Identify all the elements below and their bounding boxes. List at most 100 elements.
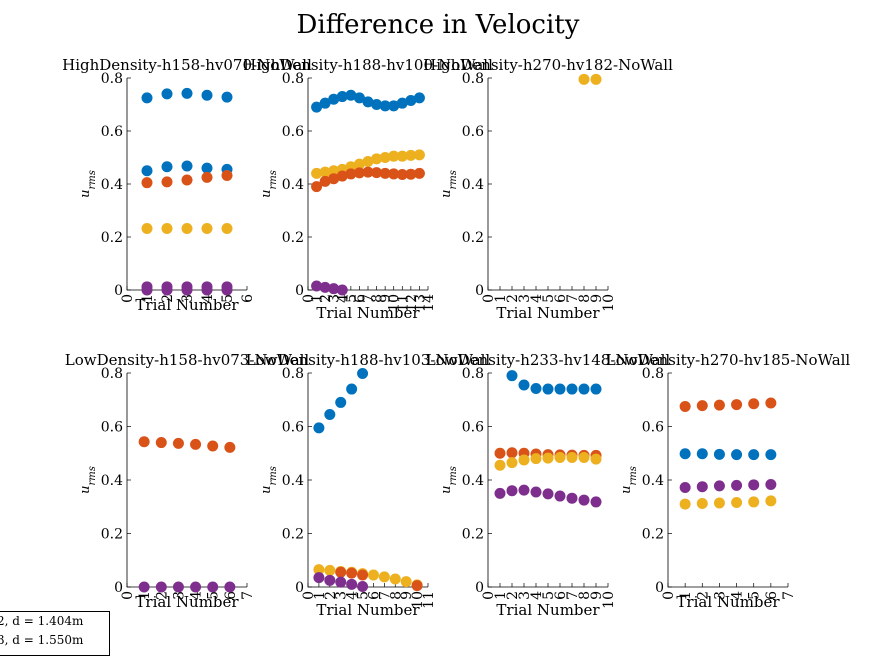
data-point bbox=[713, 497, 725, 509]
data-point bbox=[578, 494, 590, 506]
y-tick-label: 0 bbox=[475, 580, 484, 596]
data-point bbox=[494, 487, 506, 499]
x-tick-label: 6 bbox=[553, 591, 569, 600]
y-tick-label: 0.6 bbox=[462, 124, 484, 140]
axis-lines bbox=[487, 78, 608, 291]
x-tick-label: 1 bbox=[493, 294, 509, 303]
data-point bbox=[590, 383, 602, 395]
x-tick-label: 4 bbox=[730, 591, 746, 600]
y-tick-label: 0.6 bbox=[642, 420, 664, 436]
x-tick-label: 2 bbox=[695, 591, 711, 600]
x-tick-label: 8 bbox=[388, 591, 404, 600]
data-point bbox=[696, 498, 708, 510]
y-tick-label: 0.4 bbox=[101, 473, 123, 489]
data-point bbox=[748, 479, 760, 491]
y-tick-label: 0.4 bbox=[282, 177, 304, 193]
x-tick-label: 0 bbox=[120, 294, 136, 303]
x-tick-label: 2 bbox=[505, 591, 521, 600]
x-tick-label: 14 bbox=[421, 294, 437, 312]
x-tick-label: 10 bbox=[601, 591, 617, 609]
x-tick-label: 5 bbox=[356, 591, 372, 600]
y-tick-label: 0.2 bbox=[462, 527, 484, 543]
y-tick-label: 0.8 bbox=[642, 366, 664, 382]
data-point bbox=[311, 167, 323, 179]
data-point bbox=[765, 397, 777, 409]
x-axis-label: Trial Number bbox=[676, 593, 780, 611]
data-point bbox=[207, 440, 219, 452]
data-point bbox=[181, 284, 193, 296]
data-point bbox=[357, 580, 369, 592]
y-tick-label: 0.8 bbox=[462, 366, 484, 382]
x-tick-label: 0 bbox=[301, 294, 317, 303]
data-point bbox=[405, 149, 417, 161]
x-tick-label: 2 bbox=[505, 294, 521, 303]
data-point bbox=[181, 223, 193, 235]
data-point bbox=[367, 569, 379, 581]
data-point bbox=[353, 167, 365, 179]
subplot-title: LowDensity-h158-hv073-NoWall bbox=[65, 351, 310, 369]
x-tick-label: 3 bbox=[712, 591, 728, 600]
data-point bbox=[313, 564, 325, 576]
y-tick-label: 0.8 bbox=[282, 366, 304, 382]
data-point bbox=[336, 170, 348, 182]
data-point bbox=[389, 573, 401, 585]
y-tick-label: 0.6 bbox=[101, 420, 123, 436]
data-point bbox=[319, 281, 331, 293]
data-point bbox=[696, 448, 708, 460]
data-point bbox=[566, 492, 578, 504]
x-tick-label: 3 bbox=[334, 591, 350, 600]
data-point bbox=[155, 581, 167, 593]
x-tick-label: 8 bbox=[577, 294, 593, 303]
subplot: 00.20.40.60.801234567891011121314HighDen… bbox=[243, 56, 493, 322]
x-tick-label: 5 bbox=[747, 591, 763, 600]
data-point bbox=[713, 448, 725, 460]
data-point bbox=[362, 96, 374, 108]
data-point bbox=[713, 399, 725, 411]
data-point bbox=[161, 223, 173, 235]
data-point bbox=[378, 571, 390, 583]
x-tick-label: 6 bbox=[366, 591, 382, 600]
data-point bbox=[172, 437, 184, 449]
data-point bbox=[201, 162, 213, 174]
data-point bbox=[413, 149, 425, 161]
data-point bbox=[336, 284, 348, 296]
data-point bbox=[221, 284, 233, 296]
x-tick-label: 12 bbox=[404, 294, 420, 312]
data-point bbox=[353, 158, 365, 170]
axis-lines bbox=[307, 373, 428, 588]
data-point bbox=[506, 447, 518, 459]
x-tick-label: 9 bbox=[589, 591, 605, 600]
data-point bbox=[161, 176, 173, 188]
data-point bbox=[748, 449, 760, 461]
y-tick-label: 0.2 bbox=[642, 527, 664, 543]
x-tick-label: 7 bbox=[565, 591, 581, 600]
subplot: 00.20.40.60.80 1 2 3 4 5 6 7LowDensity-h270-hv1… bbox=[606, 351, 851, 611]
data-point bbox=[138, 436, 150, 448]
subplot: 00.20.40.60.801234567891011LowDensity-h1… bbox=[246, 351, 491, 619]
data-point bbox=[201, 284, 213, 296]
data-point bbox=[190, 581, 202, 593]
data-point bbox=[362, 155, 374, 167]
x-tick-label: 13 bbox=[412, 294, 428, 312]
data-point bbox=[518, 484, 530, 496]
data-point bbox=[221, 223, 233, 235]
data-point bbox=[554, 383, 566, 395]
data-point bbox=[590, 73, 602, 85]
y-tick-label: 0.4 bbox=[462, 177, 484, 193]
y-tick-label: 0 bbox=[114, 283, 123, 299]
x-tick-label: 1 bbox=[137, 591, 153, 600]
data-point bbox=[578, 383, 590, 395]
x-tick-label: 7 bbox=[361, 294, 377, 303]
axis-lines bbox=[487, 373, 608, 588]
data-point bbox=[313, 572, 325, 584]
data-point bbox=[748, 398, 760, 410]
data-point bbox=[221, 170, 233, 182]
data-point bbox=[172, 581, 184, 593]
data-point bbox=[346, 383, 358, 395]
data-point bbox=[396, 168, 408, 180]
x-tick-label: 3 bbox=[171, 591, 187, 600]
x-tick-label: 1 bbox=[678, 591, 694, 600]
x-tick-label: 4 bbox=[200, 294, 216, 303]
x-tick-label: 3 bbox=[327, 294, 343, 303]
data-point bbox=[506, 457, 518, 469]
